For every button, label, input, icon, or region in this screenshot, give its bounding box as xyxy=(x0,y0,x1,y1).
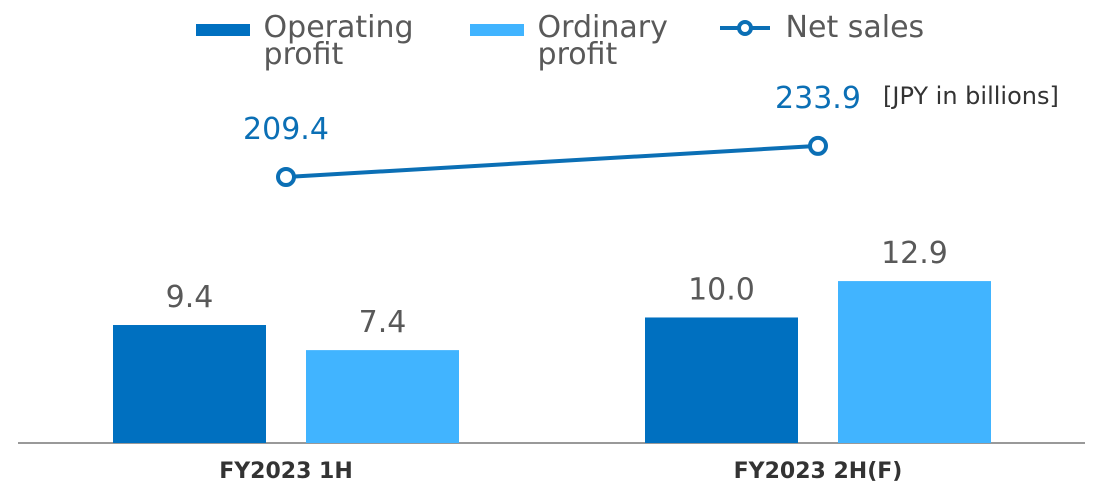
legend-label: Operating profit xyxy=(263,10,414,72)
bar xyxy=(306,350,459,443)
line xyxy=(285,143,819,180)
data-label: 10.0 xyxy=(688,272,755,307)
unit-note: [JPY in billions] xyxy=(883,82,1059,110)
x-tick-label: FY2023 1H xyxy=(219,459,353,484)
legend-item: Net sales xyxy=(718,10,925,45)
data-label: 12.9 xyxy=(881,236,948,271)
bar xyxy=(113,325,266,443)
data-label: 7.4 xyxy=(359,305,407,340)
bar xyxy=(645,317,798,443)
legend-item: Operating profit xyxy=(196,10,444,72)
data-label: 9.4 xyxy=(166,280,214,315)
data-label: 233.9 xyxy=(775,81,861,116)
legend-label: Net sales xyxy=(785,10,925,45)
legend-swatch xyxy=(470,24,524,36)
legend-swatch xyxy=(196,24,250,36)
legend-label: Ordinary profit xyxy=(537,10,668,72)
legend-item: Ordinary profit xyxy=(470,10,708,72)
x-tick-label: FY2023 2H(F) xyxy=(734,459,903,484)
legend-swatch xyxy=(720,20,770,36)
data-label: 209.4 xyxy=(243,112,329,147)
bar xyxy=(838,281,991,443)
line-marker xyxy=(276,167,296,188)
line-marker xyxy=(808,135,828,156)
